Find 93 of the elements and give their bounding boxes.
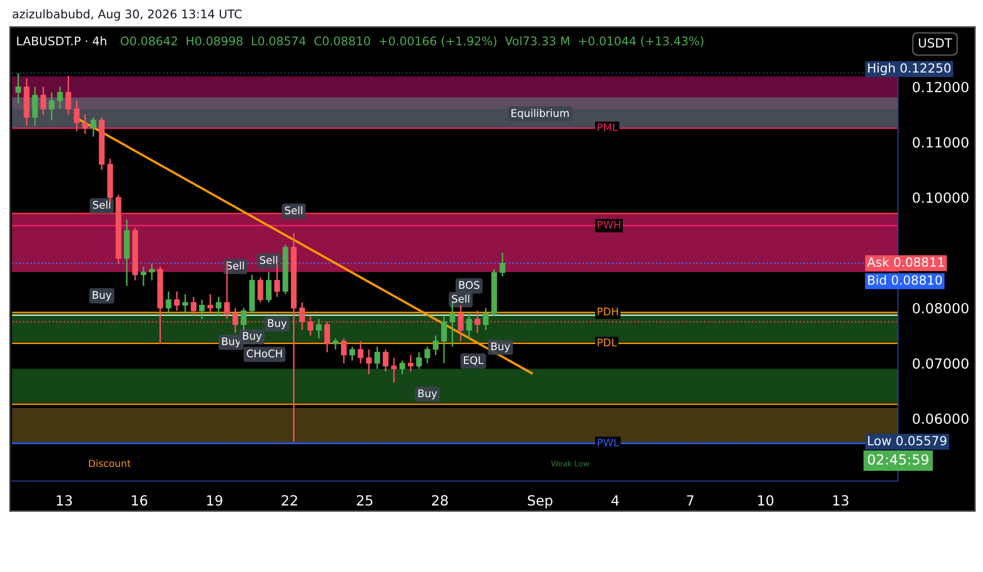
candlestick: [432, 334, 439, 356]
chart-subtitle: O0.08642 H0.08998 L0.08574 C0.08810 +0.00166 (+1.92%) Vol73.33 M +0.01044 (+13.43%): [120, 36, 704, 47]
candlestick: [308, 316, 314, 336]
annotation: BOS: [459, 281, 480, 289]
annotation: Buy: [92, 291, 112, 301]
annotation: 02:45:59: [868, 454, 928, 465]
candlestick: [299, 302, 305, 331]
annotation: Buy: [243, 332, 262, 342]
ref-line-label: PDL: [598, 338, 617, 346]
ref-line-label: Low 0.05579: [868, 436, 946, 446]
candlestick: [332, 338, 338, 350]
chart-title: LABUSDT.P · 4h: [17, 36, 106, 46]
x-tick-label: 10: [758, 495, 774, 506]
y-tick-label: 0.06000: [912, 414, 968, 424]
candlestick: [32, 86, 38, 126]
x-tick-label: 25: [356, 495, 372, 506]
ref-line-label: PDH: [598, 308, 618, 316]
candlestick: [148, 263, 155, 282]
annotation: Buy: [222, 338, 241, 348]
candlestick: [90, 116, 96, 138]
y-tick-label: 0.10000: [912, 192, 968, 203]
candlestick: [66, 75, 72, 116]
candlestick: [48, 92, 55, 121]
ref-line-label: PML: [598, 123, 618, 132]
x-tick-label: 16: [132, 495, 148, 506]
ref-line-label: PWL: [598, 438, 620, 446]
candlestick: [258, 276, 264, 304]
candlestick: [74, 100, 80, 132]
candlestick: [358, 340, 364, 364]
candlestick: [450, 302, 456, 348]
annotation: Buy: [418, 389, 437, 400]
candlestick: [316, 318, 322, 340]
annotation: Sell: [452, 294, 470, 303]
candlestick: [474, 310, 480, 334]
x-tick-label: 13: [833, 495, 848, 506]
candlestick: [199, 298, 205, 320]
candlestick: [190, 296, 196, 317]
candlestick: [399, 360, 406, 376]
candlestick: [482, 307, 489, 331]
x-tick-label: 4: [611, 495, 619, 506]
candlestick: [382, 348, 388, 372]
annotation: Discount: [89, 460, 131, 468]
ref-line-label: PWH: [598, 220, 620, 228]
annotation: CHoCH: [246, 350, 282, 358]
candlestick: [324, 321, 330, 353]
candlestick: [166, 290, 172, 314]
annotation: Sell: [285, 206, 302, 214]
ref-line-label: Bid 0.08810: [868, 275, 942, 285]
y-tick-label: 0.08000: [912, 302, 968, 314]
x-tick-label: 7: [687, 495, 694, 506]
candlestick: [500, 252, 506, 277]
annotation: Equilibrium: [512, 108, 569, 119]
candlestick: [82, 114, 88, 135]
x-tick-label: 22: [282, 495, 298, 506]
text: USDT: [918, 38, 952, 48]
candlestick: [240, 307, 247, 331]
candlestick: [140, 266, 146, 287]
x-tick-label: 19: [207, 495, 222, 506]
x-tick-label: Sep: [528, 495, 552, 508]
candlestick: [216, 296, 222, 317]
candlestick: [466, 312, 472, 340]
annotation: EQL: [464, 356, 484, 366]
ref-line-label: Ask 0.08811: [867, 257, 944, 267]
candlestick: [266, 271, 272, 304]
candlestick: [232, 307, 238, 334]
candlestick: [366, 348, 372, 376]
annotation: Buy: [268, 319, 287, 330]
candlestick: [57, 86, 63, 110]
candlestick: [15, 72, 22, 104]
candlestick: [441, 316, 447, 364]
annotation: Sell: [260, 256, 278, 264]
ref-line-label: High 0.12250: [868, 63, 951, 76]
x-tick-label: 28: [432, 495, 448, 506]
candlestick: [40, 86, 46, 116]
candlestick: [408, 354, 414, 372]
x-tick-label: 13: [56, 495, 72, 506]
candlestick: [207, 293, 214, 314]
annotation: Buy: [491, 342, 510, 352]
candlestick: [349, 346, 356, 362]
text: azizulbabubd, Aug 30, 2026 13:14 UTC: [12, 9, 242, 21]
candlestick: [274, 263, 280, 298]
annotation: Sell: [93, 200, 110, 209]
candlestick: [174, 290, 180, 312]
candlestick: [374, 346, 380, 370]
candlestick: [391, 357, 397, 384]
candlestick: [424, 346, 430, 364]
y-tick-label: 0.07000: [912, 358, 968, 369]
y-tick-label: 0.11000: [912, 137, 968, 148]
candlestick: [182, 293, 188, 314]
candlestick: [416, 352, 422, 370]
y-tick-label: 0.12000: [912, 82, 968, 92]
candlestick: [458, 304, 464, 342]
candlestick: [341, 338, 347, 364]
